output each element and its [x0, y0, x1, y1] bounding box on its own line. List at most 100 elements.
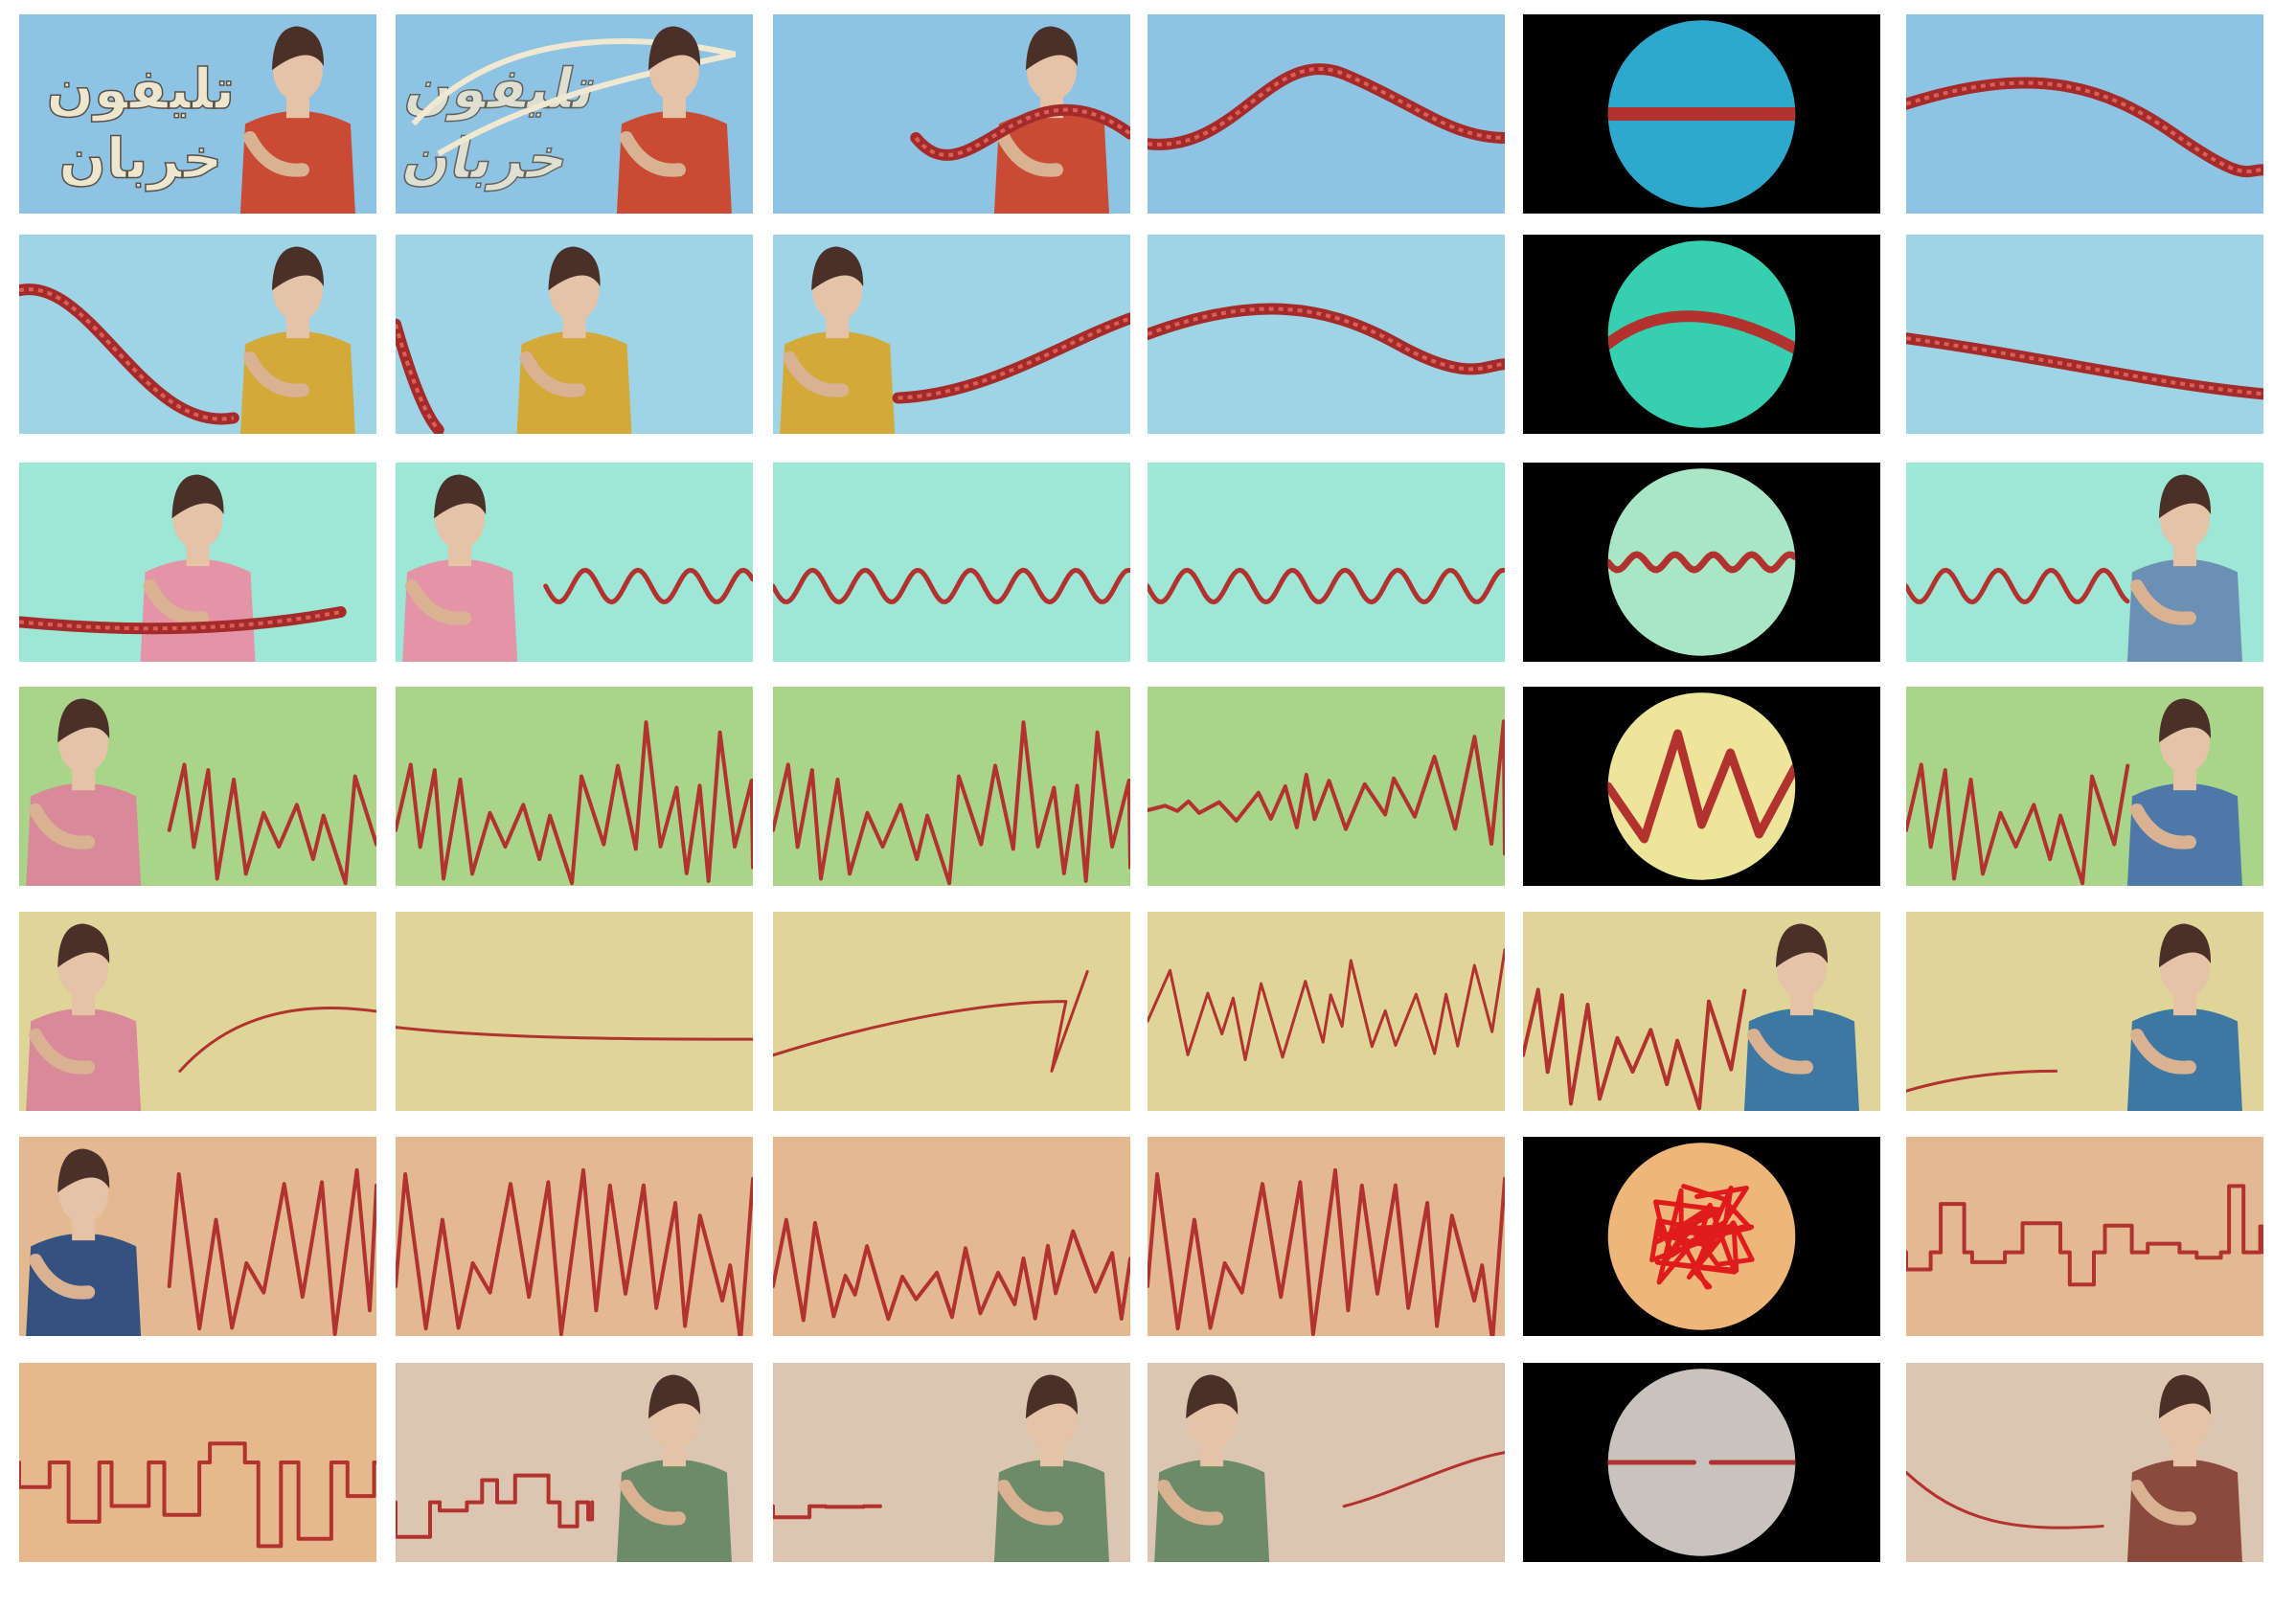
- rope-line: [19, 283, 239, 425]
- panel-r5-c1: [19, 912, 376, 1111]
- torso: [1743, 1008, 1859, 1111]
- torso: [2126, 1459, 2242, 1562]
- panel-r5-c3: [773, 912, 1130, 1111]
- hair: [271, 26, 324, 71]
- panel-r3-c2: [396, 463, 753, 662]
- line-thin-rise: [178, 1007, 376, 1073]
- arm: [143, 578, 210, 625]
- arm: [1157, 1479, 1224, 1526]
- panel-r3-c3: [773, 463, 1130, 662]
- hair: [57, 923, 110, 968]
- line-thin-low: [1906, 1069, 2058, 1093]
- line-zigzag: [773, 720, 1130, 886]
- line-small-waves: [543, 567, 753, 605]
- panel-background: [1148, 235, 1505, 434]
- panel-r2-c2: [396, 235, 753, 434]
- hair: [271, 246, 324, 291]
- rope-twist: [1148, 67, 1505, 147]
- young-woman-pink-sweater-figure: [26, 923, 142, 1111]
- panel-r2-c5: [1523, 235, 1880, 434]
- arm: [29, 1253, 96, 1300]
- torso: [140, 558, 256, 662]
- torso: [993, 110, 1109, 214]
- line-square-wave: [1906, 1184, 2263, 1287]
- arm: [996, 130, 1063, 177]
- line-spikes: [396, 1167, 753, 1336]
- hair: [434, 474, 487, 519]
- arm: [519, 351, 586, 397]
- older-woman-red-shirt-figure: [616, 26, 732, 214]
- line-small-waves: [1148, 567, 1505, 605]
- whisper-swirl: [411, 38, 737, 157]
- panel-r7-c6: [1906, 1363, 2263, 1562]
- line-square-wave-low: [396, 1473, 595, 1539]
- grandmother-yellow-cardigan-figure: [239, 246, 355, 434]
- panel-r6-c1: [19, 1137, 376, 1336]
- hair: [648, 1374, 700, 1419]
- panel-background: [1906, 235, 2263, 434]
- circle-vignette: [1607, 1369, 1796, 1556]
- panel-r5-c2: [396, 912, 753, 1111]
- panel-r3-c1: [19, 463, 376, 662]
- rope-twist: [396, 324, 441, 432]
- panel-r6-c4: [1148, 1137, 1505, 1336]
- title-line-1: تليفون: [400, 57, 602, 122]
- panel-r7-c5: [1523, 1363, 1880, 1562]
- line-zigzag: [1906, 762, 2130, 886]
- line-zigzag-big: [1607, 729, 1796, 844]
- older-woman-brown-shirt-figure: [2126, 1374, 2242, 1562]
- hair: [548, 246, 601, 291]
- panel-r2-c4: [1148, 235, 1505, 434]
- rope-twist: [914, 107, 1130, 157]
- panel-r1-c3: [773, 14, 1130, 214]
- panel-r6-c6: [1906, 1137, 2263, 1336]
- panel-r5-c4: [1148, 912, 1505, 1111]
- hair: [2158, 923, 2211, 968]
- torso: [616, 1459, 732, 1562]
- arm: [242, 130, 309, 177]
- hair: [171, 474, 224, 519]
- panel-background: [1148, 463, 1505, 662]
- panel-r6-c5: [1523, 1137, 1880, 1336]
- panel-r6-c3: [773, 1137, 1130, 1336]
- bearded-man-blue-tee-figure: [26, 1148, 142, 1336]
- circle-vignette: [1607, 240, 1796, 428]
- line-thin-flat: [396, 1026, 753, 1041]
- line-tangle: [1649, 1184, 1755, 1290]
- panel-r3-c4: [1148, 463, 1505, 662]
- line-spikes-sparse: [773, 1217, 1130, 1323]
- heavy-man-green-shirt-figure: [1154, 1374, 1270, 1562]
- line-thin-rise-kink: [773, 969, 1089, 1073]
- line-scribble: [1148, 948, 1505, 1062]
- hair: [2158, 1374, 2211, 1419]
- arm: [996, 1479, 1063, 1526]
- panel-r1-c6: [1906, 14, 2263, 214]
- panel-r2-c1: [19, 235, 376, 434]
- arm: [783, 351, 850, 397]
- torso: [26, 1233, 142, 1336]
- arm: [619, 130, 686, 177]
- panel-r6-c2: [396, 1137, 753, 1336]
- rope-twist: [1906, 80, 2263, 174]
- hair: [57, 698, 110, 743]
- line-zigzag: [396, 720, 753, 886]
- rope-twist: [19, 610, 342, 631]
- grandmother-yellow-cardigan-figure: [516, 246, 632, 434]
- line-spikes: [167, 1167, 376, 1336]
- heavy-man-green-shirt-figure: [993, 1374, 1109, 1562]
- torso: [993, 1459, 1109, 1562]
- hair: [2158, 698, 2211, 743]
- hair: [57, 1148, 110, 1193]
- line-thin-rise-right: [1342, 1451, 1505, 1508]
- rope-twist: [898, 316, 1130, 400]
- hair: [1025, 26, 1078, 71]
- older-woman-red-shirt-figure: [239, 26, 355, 214]
- arm: [405, 578, 472, 625]
- torso: [780, 330, 896, 434]
- panel-r3-c6: [1906, 463, 2263, 662]
- hair: [811, 246, 864, 291]
- arm: [2129, 578, 2196, 625]
- panel-r4-c5: [1523, 687, 1880, 886]
